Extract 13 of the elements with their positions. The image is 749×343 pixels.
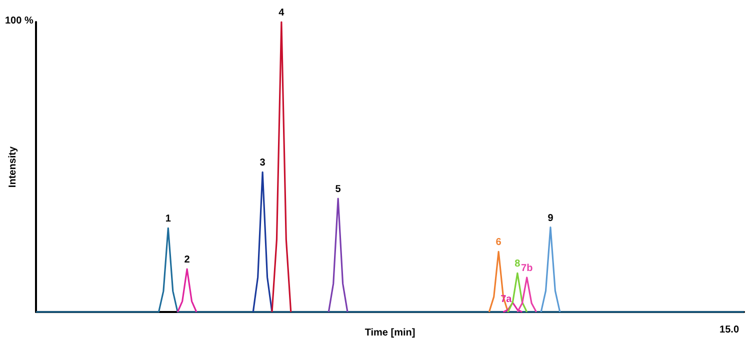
- series-label: 2: [184, 254, 190, 266]
- series-label: 1: [165, 214, 172, 225]
- series-label: 3: [260, 158, 266, 169]
- series-label: 4: [278, 8, 285, 18]
- series-label: 5: [335, 184, 342, 196]
- text: 100 %: [5, 16, 34, 26]
- series-label: 7b: [521, 262, 533, 274]
- x-axis-title: Time [min]: [364, 328, 416, 338]
- text: 15.0: [720, 324, 740, 336]
- series-label: 8: [514, 258, 521, 270]
- series-label: 9: [548, 212, 554, 224]
- series-label: 6: [496, 237, 502, 248]
- y-axis-title: Intensity: [8, 146, 18, 188]
